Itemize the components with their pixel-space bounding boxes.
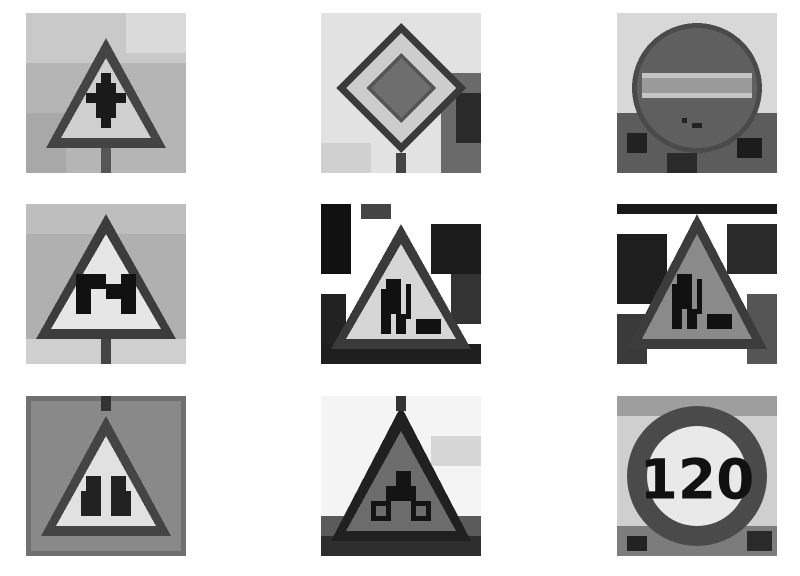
no-entry-icon [617,13,777,173]
sign-image-road-work-1 [321,204,481,364]
sign-image-no-entry [617,13,777,173]
road-work-icon [321,204,481,364]
sign-image-crossroad [26,13,186,173]
crossroad-icon [26,13,186,173]
speed-limit-text: 120 [640,448,755,512]
sign-image-double-curve [26,204,186,364]
double-curve-icon [26,204,186,364]
bicycle-icon [321,396,481,556]
sign-image-speed-limit-120: 120 [617,396,777,556]
sign-image-bicycles-crossing [321,396,481,556]
priority-diamond-icon [321,13,481,173]
sign-image-priority-road [321,13,481,173]
speed-limit-icon: 120 [617,396,777,556]
children-crossing-icon [26,396,186,556]
sign-image-children-crossing [26,396,186,556]
road-work-icon [617,204,777,364]
sign-image-road-work-2 [617,204,777,364]
